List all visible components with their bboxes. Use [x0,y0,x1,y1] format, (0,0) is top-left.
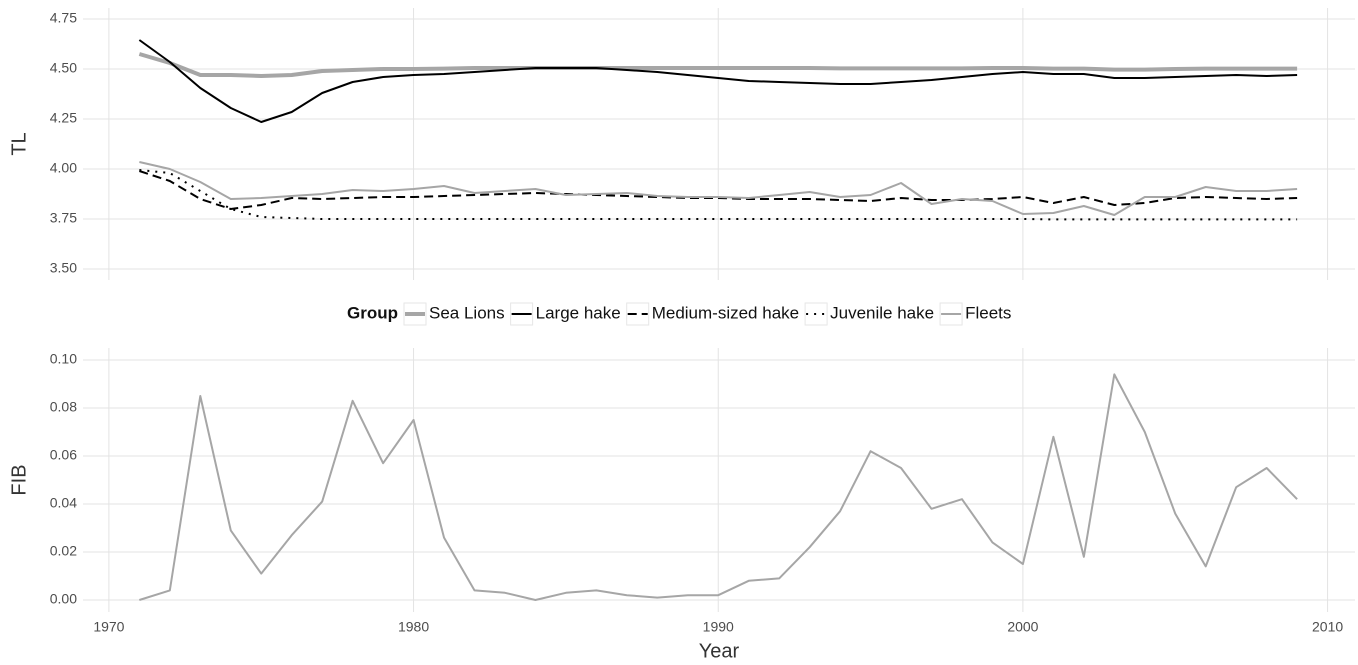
y-tick-label: 3.75 [50,210,77,226]
x-axis-title: Year [699,640,740,662]
data-line [139,373,1298,601]
x-tick-label: 1990 [703,619,734,635]
y-tick-label: 0.04 [50,495,77,511]
x-tick-label: 1970 [93,619,124,635]
y-tick-label: 4.75 [50,10,77,26]
x-tick-label: 1980 [398,619,429,635]
y-tick-label: 0.06 [50,447,77,463]
data-line [138,52,1298,78]
legend-label: Large hake [536,303,621,322]
y-tick-label: 4.00 [50,160,77,176]
y-tick-label: 4.50 [50,60,77,76]
legend-key [626,302,650,326]
y-tick-label: 3.50 [50,260,77,276]
legend-label: Juvenile hake [830,303,934,322]
legend-label: Fleets [965,303,1011,322]
y-tick-label: 0.02 [50,543,77,559]
data-line [139,161,1298,216]
y-tick-label: 4.25 [50,110,77,126]
y-tick-label: 0.00 [50,591,77,607]
legend-title: Group [347,303,398,322]
data-line [138,39,1298,123]
legend-label: Medium-sized hake [652,303,799,322]
legend-label: Sea Lions [429,303,505,322]
x-tick-label: 2010 [1312,619,1343,635]
y-axis-title: TL [8,132,30,155]
y-axis-title: FIB [8,464,30,495]
x-tick-label: 2000 [1007,619,1038,635]
y-tick-label: 0.08 [50,399,77,415]
y-tick-label: 0.10 [50,351,77,367]
